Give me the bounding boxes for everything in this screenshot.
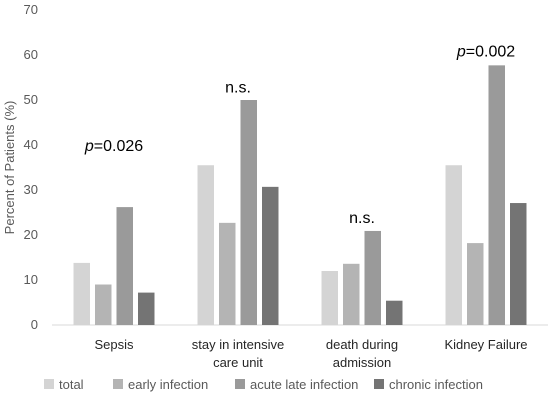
bar-early-infection [467, 243, 484, 325]
y-tick-label: 0 [31, 317, 38, 332]
y-axis-label: Percent of Patients (%) [2, 101, 17, 235]
y-tick-label: 60 [24, 47, 38, 62]
bar-early-infection [95, 284, 112, 325]
legend-swatch [113, 379, 123, 389]
legend-label: early infection [128, 377, 208, 392]
significance-annotation: p=0.026 [84, 138, 143, 155]
category-label: death during [326, 337, 398, 352]
bar-chronic-infection [262, 186, 279, 325]
legend-label: total [59, 377, 84, 392]
y-tick-label: 50 [24, 92, 38, 107]
bar-total [321, 271, 338, 325]
bar-acute-late-infection [116, 207, 133, 325]
category-label: Kidney Failure [444, 337, 527, 352]
bar-chronic-infection [510, 203, 527, 325]
category-label: admission [333, 355, 392, 370]
y-tick-label: 30 [24, 182, 38, 197]
bar-early-infection [343, 263, 360, 325]
bar-acute-late-infection [364, 230, 381, 325]
legend-swatch [374, 379, 384, 389]
category-label: stay in intensive [192, 337, 285, 352]
significance-annotation: n.s. [225, 80, 251, 97]
bar-acute-late-infection [240, 100, 257, 325]
legend-label: acute late infection [250, 377, 358, 392]
y-tick-label: 20 [24, 227, 38, 242]
y-tick-label: 70 [24, 2, 38, 17]
significance-annotation: n.s. [349, 210, 375, 227]
category-label: care unit [213, 355, 263, 370]
legend-swatch [235, 379, 245, 389]
bar-total [197, 165, 214, 325]
legend-label: chronic infection [389, 377, 483, 392]
y-tick-label: 10 [24, 272, 38, 287]
category-label: Sepsis [94, 337, 134, 352]
bar-total [445, 165, 462, 325]
bar-chronic-infection [138, 292, 155, 325]
significance-annotation: p=0.002 [456, 44, 515, 61]
bar-acute-late-infection [488, 65, 505, 325]
bar-chronic-infection [386, 300, 403, 325]
legend-swatch [44, 379, 54, 389]
bar-total [73, 262, 90, 325]
bar-early-infection [219, 222, 236, 325]
y-tick-label: 40 [24, 137, 38, 152]
